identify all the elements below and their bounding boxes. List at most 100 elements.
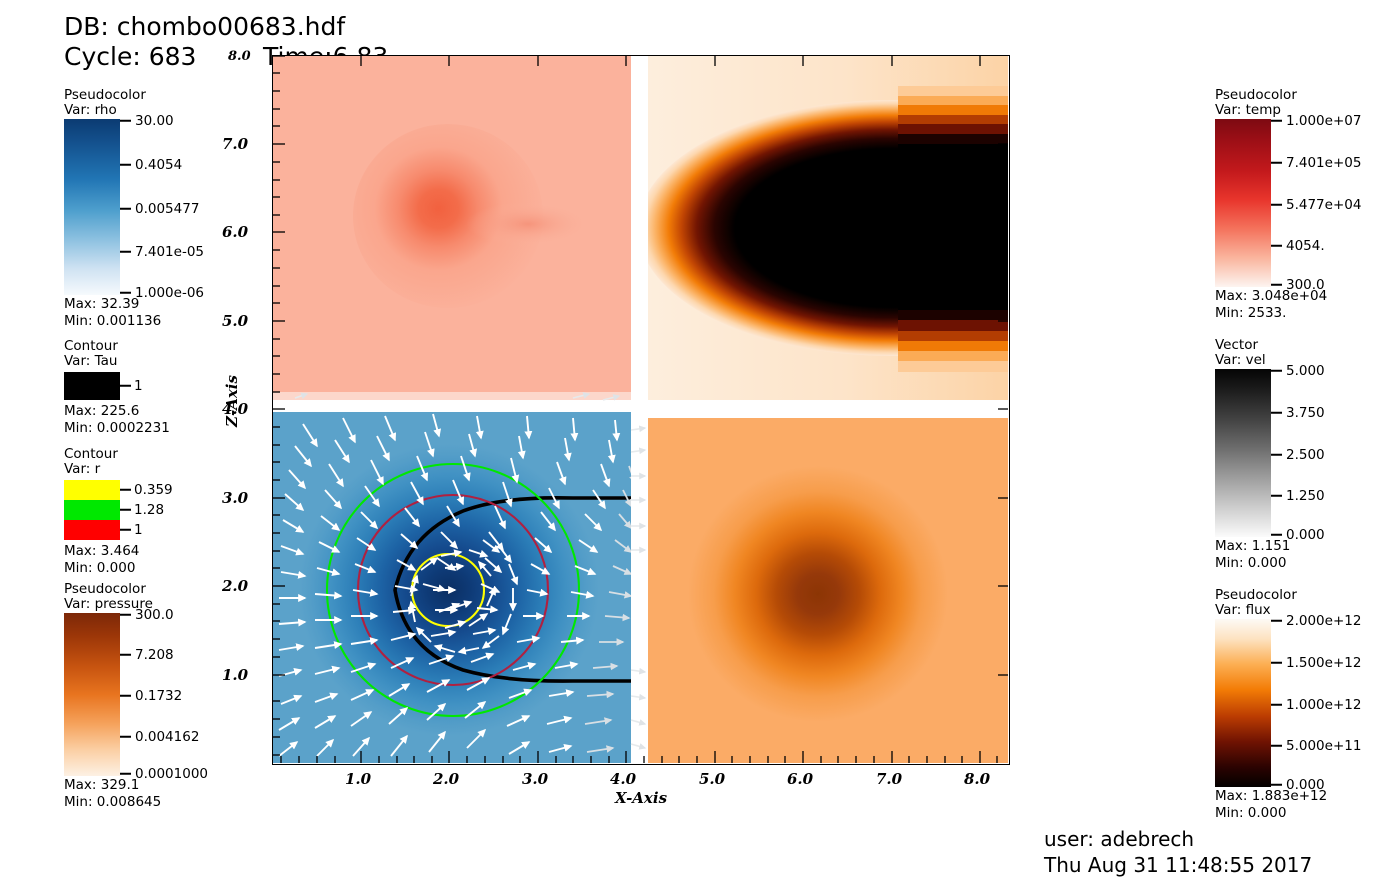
- legend-flux-var: Var: flux: [1215, 601, 1271, 618]
- x-tick-3: 3.0: [522, 770, 549, 788]
- legend-rho-type: Pseudocolor: [64, 87, 146, 103]
- legend-vel-type: Vector: [1215, 337, 1259, 353]
- tick-label: 0.1732: [135, 687, 183, 704]
- vector-field-vel: [278, 413, 621, 757]
- plot-canvas[interactable]: [272, 55, 1010, 765]
- legend-rho-var: Var: rho: [64, 101, 117, 118]
- z-tick-1: 1.0: [222, 666, 249, 684]
- legend-rho-min: Min: 0.001136: [64, 312, 162, 329]
- legend-flux[interactable]: Pseudocolor Var: flux 2.000e+12 1.500e+1…: [1215, 587, 1361, 821]
- tick-label: 1.000e+07: [1286, 112, 1362, 129]
- colorbar-pressure-ticks: 300.0 7.208 0.1732 0.004162 0.0001000: [120, 608, 270, 781]
- legend-r-type: Contour: [64, 446, 118, 462]
- legend-vel[interactable]: Vector Var: vel 5.000 3.750 2.500 1.250 …: [1215, 337, 1325, 571]
- legend-flux-max: Max: 1.883e+12: [1215, 788, 1328, 804]
- tick-label: 7.401e-05: [135, 243, 205, 260]
- legend-flux-min: Min: 0.000: [1215, 804, 1287, 821]
- footer-user: user: adebrech: [1044, 827, 1195, 851]
- legend-temp-type: Pseudocolor: [1215, 87, 1297, 103]
- colorbar-flux: [1215, 619, 1271, 787]
- tick-label: 5.477e+04: [1286, 196, 1362, 213]
- legend-rho-max: Max: 32.39: [64, 296, 140, 312]
- plot-svg: [273, 56, 1008, 763]
- tick-label: 1.000e-06: [135, 284, 205, 301]
- tick-label: 5.000: [1286, 362, 1325, 379]
- colorbar-rho-ticks: 30.00 0.4054 0.005477 7.401e-05 1.000e-0…: [120, 114, 270, 300]
- legend-vel-var: Var: vel: [1215, 351, 1266, 368]
- x-tick-1: 1.0: [345, 770, 372, 788]
- x-tick-2: 2.0: [433, 770, 460, 788]
- tick-label: 7.401e+05: [1286, 154, 1362, 171]
- db-title: DB: chombo00683.hdf: [64, 12, 346, 41]
- z-tick-8: 8.0: [228, 49, 251, 64]
- legend-tau-var: Var: Tau: [64, 352, 118, 369]
- legend-tau[interactable]: Contour Var: Tau 1 Max: 225.6 Min: 0.000…: [64, 339, 170, 435]
- legend-temp[interactable]: Pseudocolor Var: temp 1.000e+07 7.401e+0…: [1215, 87, 1361, 321]
- legend-flux-type: Pseudocolor: [1215, 587, 1297, 603]
- x-axis-title: X-Axis: [614, 789, 668, 807]
- swatch-r-128: [64, 500, 120, 520]
- tick-label: 1.500e+12: [1286, 654, 1362, 671]
- legend-r-var: Var: r: [64, 460, 101, 477]
- tick-label: 0.004162: [135, 728, 200, 745]
- quadrant-pressure: [648, 418, 1008, 763]
- swatch-tau-1: [64, 372, 120, 400]
- tick-label: 4054.: [1286, 237, 1325, 254]
- tick-label: 7.208: [135, 646, 174, 663]
- footer-info: user: adebrech Thu Aug 31 11:48:55 2017: [1044, 826, 1312, 878]
- colorbar-pressure: [64, 613, 120, 776]
- tick-label: 2.500: [1286, 446, 1325, 463]
- swatch-r-1-label: 1: [120, 523, 143, 538]
- x-tick-7: 7.0: [876, 770, 903, 788]
- legend-r-max: Max: 3.464: [64, 543, 140, 559]
- legend-tau-max: Max: 225.6: [64, 403, 140, 419]
- swatch-tau-1-label: 1: [120, 379, 143, 394]
- tick-label: 0.4054: [135, 156, 183, 173]
- tick-label: 1.250: [1286, 487, 1325, 504]
- z-tick-4: 4.0: [222, 400, 249, 418]
- tick-label: 0.000: [1286, 776, 1325, 793]
- quadrant-rho: [273, 412, 631, 763]
- legend-pressure-var: Var: pressure: [64, 595, 153, 612]
- contour-r-green: [325, 462, 581, 718]
- legend-rho[interactable]: Pseudocolor Var: rho 30.00 0.4054 0.0054…: [64, 87, 204, 329]
- legend-temp-min: Min: 2533.: [1215, 304, 1287, 321]
- legend-vel-min: Min: 0.000: [1215, 554, 1287, 571]
- tick-label: 1.000e+12: [1286, 696, 1362, 713]
- cycle-title: Cycle: 683: [64, 42, 197, 71]
- footer-datetime: Thu Aug 31 11:48:55 2017: [1044, 853, 1313, 877]
- tick-label: 0.005477: [135, 200, 200, 217]
- contour-tau: [393, 495, 631, 683]
- legend-tau-type: Contour: [64, 338, 118, 354]
- colorbar-rho: [64, 119, 120, 295]
- tick-label: 30.00: [135, 112, 174, 129]
- tick-label: 2.000e+12: [1286, 612, 1362, 629]
- tick-label: 5.000e+11: [1286, 737, 1362, 754]
- tick-label: 0.000: [1286, 526, 1325, 543]
- swatch-r-128-label: 1.28: [120, 503, 164, 518]
- legend-r-min: Min: 0.000: [64, 559, 136, 576]
- legend-pressure-min: Min: 0.008645: [64, 793, 162, 810]
- swatch-r-0359: [64, 480, 120, 500]
- tick-label: 3.750: [1286, 404, 1325, 421]
- legend-r[interactable]: Contour Var: r 0.359 1.28 1 Max: 3.464 M…: [64, 446, 173, 576]
- x-tick-5: 5.0: [699, 770, 726, 788]
- x-tick-6: 6.0: [787, 770, 814, 788]
- x-tick-8: 8.0: [964, 770, 991, 788]
- quadrant-temp: [273, 56, 631, 400]
- quadrant-flux: [648, 56, 1008, 400]
- tick-label: 300.0: [135, 606, 174, 623]
- z-tick-6: 6.0: [222, 223, 249, 241]
- z-tick-3: 3.0: [222, 489, 249, 507]
- colorbar-vel-ticks: 5.000 3.750 2.500 1.250 0.000: [1271, 364, 1395, 542]
- legend-pressure[interactable]: Pseudocolor Var: pressure 300.0 7.208 0.…: [64, 582, 208, 810]
- colorbar-temp: [1215, 119, 1271, 287]
- z-axis-title: Z-Axis: [222, 375, 241, 427]
- colorbar-vel: [1215, 369, 1271, 537]
- tick-label: 0.0001000: [135, 765, 209, 782]
- swatch-r-0359-label: 0.359: [120, 483, 173, 498]
- vector-field-vel-faint: [584, 465, 631, 753]
- z-tick-2: 2.0: [222, 577, 249, 595]
- x-tick-4: 4.0: [610, 770, 637, 788]
- legend-vel-max: Max: 1.151: [1215, 538, 1291, 554]
